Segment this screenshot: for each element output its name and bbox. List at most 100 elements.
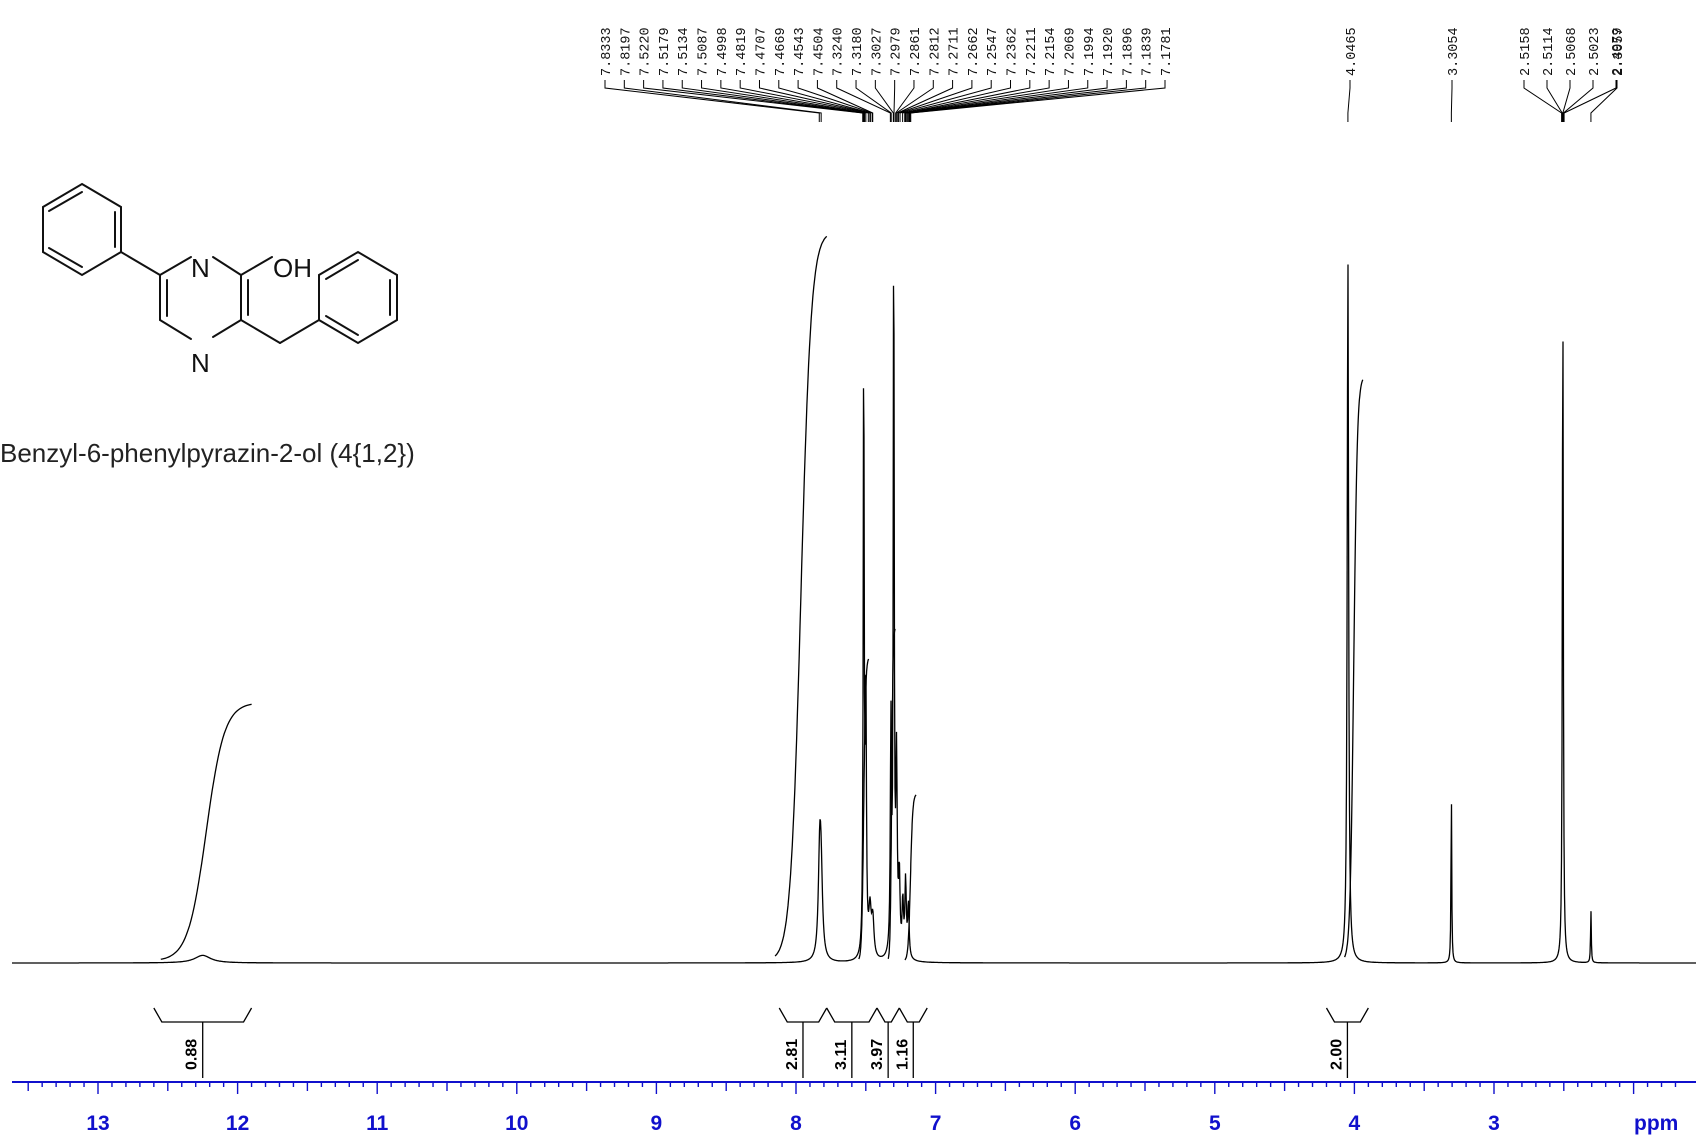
- atom-n-top: N: [191, 253, 210, 283]
- peak-label: 7.1839: [909, 27, 1156, 122]
- svg-text:7.1781: 7.1781: [1160, 27, 1175, 76]
- svg-text:7.1994: 7.1994: [1083, 27, 1098, 76]
- x-tick-label: 10: [505, 1112, 528, 1135]
- svg-text:7.2711: 7.2711: [948, 27, 963, 76]
- svg-text:7.2211: 7.2211: [1025, 27, 1040, 76]
- svg-text:7.1920: 7.1920: [1102, 27, 1117, 76]
- peak-label: 2.4979: [1563, 27, 1626, 122]
- peak-label: 7.4504: [812, 27, 874, 122]
- svg-text:7.2154: 7.2154: [1044, 27, 1059, 76]
- peak-label: 7.2069: [906, 27, 1078, 122]
- peak-label: 7.5179: [658, 27, 864, 122]
- svg-text:7.2069: 7.2069: [1063, 27, 1078, 76]
- svg-text:7.4504: 7.4504: [812, 27, 827, 76]
- peak-label: 7.2812: [895, 27, 943, 122]
- svg-text:7.2547: 7.2547: [986, 27, 1001, 76]
- integral-value: 1.16: [894, 1039, 911, 1070]
- svg-text:7.3027: 7.3027: [870, 27, 885, 76]
- svg-text:2.5114: 2.5114: [1542, 27, 1557, 76]
- integral-bracket: 2.81: [778, 1007, 828, 1078]
- svg-text:7.8197: 7.8197: [619, 27, 634, 76]
- svg-text:2.5158: 2.5158: [1519, 27, 1534, 76]
- peak-label: 7.2362: [902, 27, 1021, 122]
- svg-text:7.2979: 7.2979: [890, 27, 905, 76]
- svg-text:7.4669: 7.4669: [774, 27, 789, 76]
- svg-text:7.1896: 7.1896: [1121, 27, 1136, 76]
- svg-text:7.3180: 7.3180: [851, 27, 866, 76]
- x-tick-label: 8: [790, 1112, 802, 1135]
- svg-text:7.4707: 7.4707: [754, 27, 769, 76]
- phenyl-ring-right: [318, 250, 398, 345]
- peak-label: 7.2211: [904, 27, 1040, 122]
- svg-text:7.4543: 7.4543: [793, 27, 808, 76]
- x-tick-label: 12: [226, 1112, 249, 1135]
- integral-bracket: 3.97: [869, 1007, 900, 1078]
- peak-label: 2.5068: [1562, 27, 1580, 122]
- integral-bracket: 1.16: [894, 1007, 928, 1078]
- peak-label: 7.3027: [870, 27, 894, 122]
- integral-curve: [160, 703, 252, 960]
- integral-bracket: 2.00: [1325, 1007, 1369, 1078]
- peak-label: 7.4998: [716, 27, 867, 122]
- peak-labels: 7.8333 7.8197 7.5220 7.5179 7.5134 7.5087 7.49…: [600, 27, 1627, 122]
- peak-label: 4.0465: [1345, 27, 1360, 122]
- integral-value: 2.00: [1328, 1039, 1345, 1070]
- integral-value: 0.88: [184, 1039, 201, 1070]
- integral-value: 3.11: [833, 1040, 850, 1070]
- svg-text:7.2362: 7.2362: [1006, 27, 1021, 76]
- atom-oh: OH: [273, 253, 312, 283]
- svg-text:7.2662: 7.2662: [967, 27, 982, 76]
- svg-text:4.0465: 4.0465: [1345, 27, 1360, 76]
- peak-label: 7.5134: [677, 27, 865, 122]
- x-tick-label: 5: [1209, 1112, 1221, 1135]
- peak-label: 7.4669: [774, 27, 871, 122]
- svg-text:7.1839: 7.1839: [1141, 27, 1156, 76]
- integral-value: 3.97: [869, 1039, 886, 1070]
- x-tick-label: 13: [86, 1112, 109, 1135]
- peak-label: 3.3054: [1447, 27, 1462, 122]
- svg-text:3.3054: 3.3054: [1447, 27, 1462, 76]
- x-tick-label: 4: [1349, 1112, 1361, 1135]
- peak-label: 2.3057: [1590, 27, 1627, 122]
- x-axis-ticks: 13 12 11 10 9 8 7 6 5 4 3: [27, 1082, 1677, 1135]
- svg-text:7.4819: 7.4819: [735, 27, 750, 76]
- peak-label: 7.4543: [793, 27, 873, 122]
- svg-text:2.5068: 2.5068: [1565, 27, 1580, 76]
- integral-bracket: 3.11: [826, 1007, 878, 1078]
- integral-bracket: 0.88: [153, 1007, 253, 1078]
- peak-label: 2.5023: [1562, 27, 1603, 122]
- peak-label: 7.2711: [897, 27, 963, 122]
- peak-label: 7.4707: [754, 27, 871, 122]
- integral-curve: [858, 658, 870, 960]
- x-axis-unit-label: ppm: [1634, 1112, 1678, 1135]
- peak-label: 2.5114: [1542, 27, 1563, 122]
- peak-label: 7.2662: [897, 27, 982, 122]
- svg-text:7.2861: 7.2861: [909, 27, 924, 76]
- integral-brackets: 0.88 2.81 3.11 3.97 1.16 2.00: [153, 1007, 1369, 1078]
- peak-label: 7.4819: [735, 27, 869, 122]
- svg-text:7.8333: 7.8333: [600, 27, 615, 76]
- svg-text:2.3057: 2.3057: [1612, 27, 1627, 76]
- x-tick-label: 7: [930, 1112, 942, 1135]
- peak-label: 7.2547: [899, 27, 1001, 122]
- peak-label: 7.1781: [910, 27, 1175, 122]
- peak-label: 7.3240: [832, 27, 891, 122]
- peak-label: 2.5158: [1519, 27, 1563, 122]
- x-tick-label: 3: [1488, 1112, 1500, 1135]
- spectrum-trace: [12, 264, 1696, 964]
- peak-label: 7.8197: [619, 27, 822, 122]
- svg-text:2.5023: 2.5023: [1588, 27, 1603, 76]
- svg-text:7.5179: 7.5179: [658, 27, 673, 76]
- integral-value: 2.81: [784, 1039, 801, 1070]
- svg-text:7.4998: 7.4998: [716, 27, 731, 76]
- chemical-structure: [42, 182, 398, 345]
- svg-text:7.2812: 7.2812: [928, 27, 943, 76]
- peak-label: 7.5220: [639, 27, 864, 122]
- peak-label: 7.1896: [908, 27, 1136, 122]
- peak-label: 7.2154: [905, 27, 1059, 122]
- integral-curve: [774, 235, 828, 957]
- svg-text:7.5087: 7.5087: [697, 27, 712, 76]
- integral-curve: [904, 794, 917, 961]
- x-tick-label: 6: [1069, 1112, 1081, 1135]
